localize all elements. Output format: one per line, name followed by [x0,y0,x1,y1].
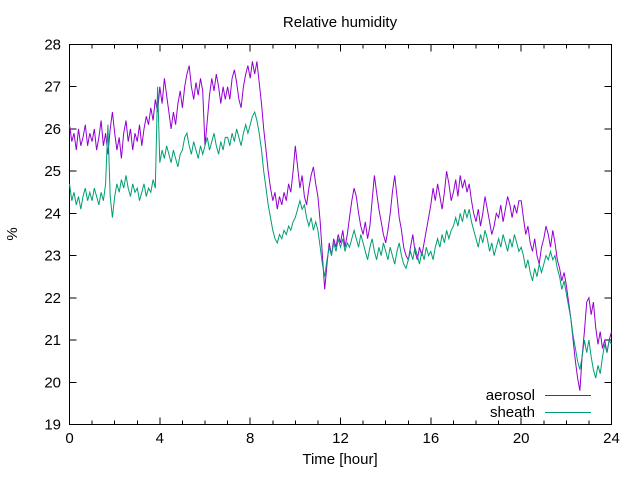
plot-border [69,44,612,425]
series-line-sheath [69,86,612,379]
x-tick-label: 20 [513,430,530,447]
legend-label-aerosol: aerosol [486,387,535,404]
legend: aerosol sheath [486,387,591,421]
y-tick-label: 20 [44,374,61,391]
x-tick-label: 12 [332,430,349,447]
axis-ticks [69,44,612,425]
y-tick-label: 24 [44,205,61,222]
chart-title: Relative humidity [283,14,398,31]
legend-label-sheath: sheath [490,404,535,421]
y-tick-label: 28 [44,37,61,54]
x-tick-label: 16 [422,430,439,447]
x-tick-label: 4 [156,430,164,447]
data-series-lines [69,61,612,391]
x-tick-label: 0 [65,430,73,447]
y-tick-label: 25 [44,163,61,180]
y-tick-label: 26 [44,121,61,138]
y-tick-label: 27 [44,79,61,96]
y-tick-label: 22 [44,290,61,307]
series-line-aerosol [69,61,612,391]
x-tick-label: 8 [246,430,254,447]
x-tick-label: 24 [603,430,620,447]
y-tick-label: 23 [44,248,61,265]
x-axis-label: Time [hour] [302,451,377,468]
y-tick-label: 19 [44,417,61,434]
y-tick-label: 21 [44,332,61,349]
y-axis-label: % [4,227,21,240]
axis-tick-labels: 0 4 8 12 16 20 24 19 20 21 22 23 24 25 26 27 28 [44,37,620,448]
